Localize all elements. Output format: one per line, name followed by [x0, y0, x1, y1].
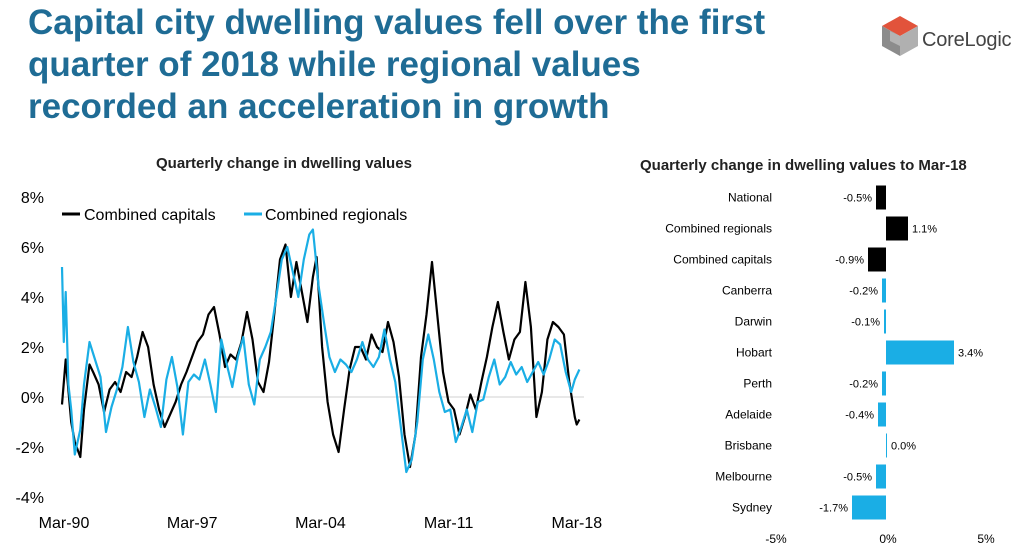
line-chart-title: Quarterly change in dwelling values [156, 155, 412, 172]
y-tick-label: 6% [21, 240, 44, 257]
bar [876, 185, 886, 210]
bar [886, 216, 908, 241]
corelogic-logo-icon [882, 16, 918, 56]
bar [878, 402, 886, 427]
bar-category-label: Darwin [735, 315, 772, 329]
headline: Capital city dwelling values fell over t… [28, 2, 848, 128]
bar-category-label: Brisbane [725, 439, 773, 453]
bar [882, 371, 886, 396]
bar-category-label: Canberra [722, 284, 772, 298]
bar-category-label: Adelaide [725, 408, 772, 422]
headline-line-1: Capital city dwelling values fell over t… [28, 3, 766, 42]
legend-label-capitals: Combined capitals [84, 207, 216, 224]
y-tick-label: -4% [16, 490, 44, 507]
y-tick-label: 4% [21, 290, 44, 307]
bar-value-label: 0.0% [891, 441, 916, 453]
bar-category-label: Combined regionals [665, 222, 772, 236]
y-tick-label: 8% [21, 190, 44, 207]
bar-value-label: -0.2% [849, 286, 878, 298]
y-tick-label: 0% [21, 390, 44, 407]
bar-value-label: -0.4% [845, 410, 874, 422]
bar-value-label: -0.5% [843, 193, 872, 205]
corelogic-logo: CoreLogic [880, 14, 1020, 64]
x-tick-label: Mar-11 [424, 515, 474, 532]
bar-value-label: -0.9% [835, 255, 864, 267]
y-tick-label: 2% [21, 340, 44, 357]
bar-value-label: -0.5% [843, 472, 872, 484]
bar-category-label: National [728, 191, 772, 205]
bar-value-label: -1.7% [819, 503, 848, 515]
headline-line-2: quarter of 2018 while regional values [28, 45, 641, 84]
bar-category-label: Hobart [736, 346, 773, 360]
x-tick-label: Mar-97 [167, 515, 218, 532]
legend-label-regionals: Combined regionals [265, 207, 407, 224]
bar-x-tick-label: 5% [977, 532, 995, 545]
bar [852, 495, 886, 520]
bar-category-label: Sydney [732, 501, 772, 515]
regionals-series-line [60, 228, 581, 474]
bar-category-label: Combined capitals [673, 253, 772, 267]
bar-value-label: 3.4% [958, 348, 983, 360]
bar-x-tick-label: -5% [765, 532, 787, 545]
capitals-series-line [60, 243, 581, 469]
x-tick-label: Mar-04 [295, 515, 346, 532]
bar-value-label: 1.1% [912, 224, 937, 236]
logo-text: CoreLogic [922, 29, 1012, 51]
line-chart: 8% 6% 4% 2% 0% -2% -4% Mar-90 Mar-97 Mar-04 Mar-11… [16, 190, 603, 532]
bar-value-label: -0.2% [849, 379, 878, 391]
bar [868, 247, 886, 272]
bar [886, 433, 887, 458]
bar [882, 278, 886, 303]
x-tick-label: Mar-18 [551, 515, 602, 532]
bar-chart: National -0.5% Combined regionals 1.1% Combi… [665, 185, 995, 545]
headline-line-3: recorded an acceleration in growth [28, 87, 610, 126]
bar [884, 309, 886, 334]
bar [886, 340, 954, 365]
bar-x-tick-label: 0% [879, 532, 897, 545]
bar-value-label: -0.1% [851, 317, 880, 329]
y-tick-label: -2% [16, 440, 44, 457]
bar-category-label: Perth [743, 377, 772, 391]
x-tick-label: Mar-90 [39, 515, 90, 532]
bar [876, 464, 886, 489]
bar-category-label: Melbourne [715, 470, 772, 484]
bar-chart-title: Quarterly change in dwelling values to M… [640, 157, 967, 174]
